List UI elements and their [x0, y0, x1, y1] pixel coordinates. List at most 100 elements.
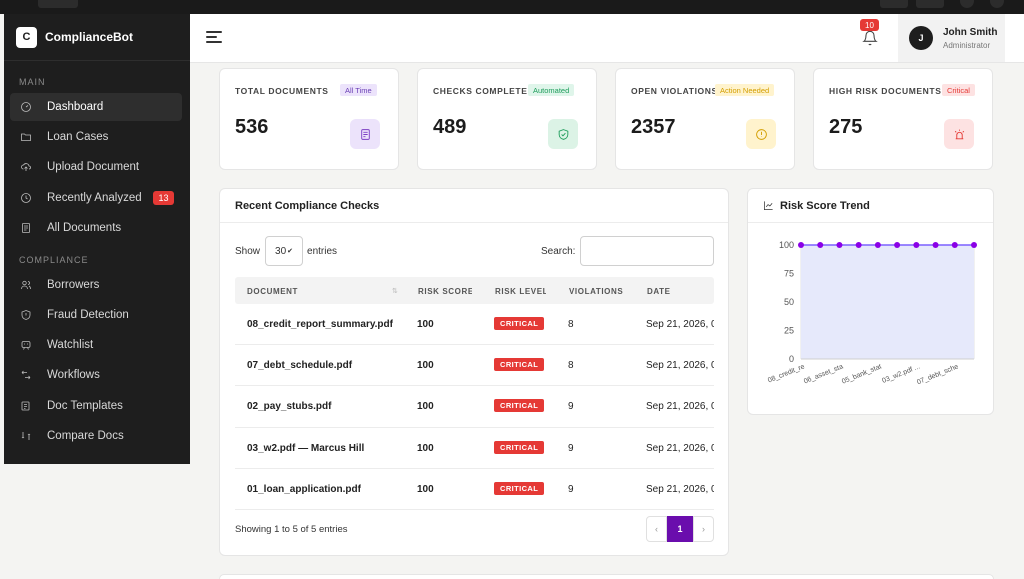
document-cell[interactable]: 08_credit_report_summary.pdf	[247, 319, 393, 330]
documents-icon	[19, 221, 33, 235]
watchlist-icon	[19, 338, 33, 352]
workflow-icon	[19, 368, 33, 382]
risk-level-badge: CRITICAL	[494, 399, 545, 413]
data-point	[951, 242, 958, 248]
stat-card-open-violations: OPEN VIOLATIONS Action Needed 2357	[615, 68, 795, 170]
chart-line-icon	[764, 201, 773, 210]
date-cell: Sep 21, 2026, 0	[646, 319, 714, 330]
sidebar-item-upload-document[interactable]: Upload Document	[10, 153, 182, 181]
page-1-button[interactable]: 1	[667, 516, 693, 542]
shield-check-icon	[548, 119, 578, 149]
sidebar-item-fraud-detection[interactable]: Fraud Detection	[10, 301, 182, 329]
user-name: John Smith	[943, 26, 998, 38]
document-cell[interactable]: 01_loan_application.pdf	[247, 483, 361, 495]
risk-level-badge: CRITICAL	[494, 481, 545, 495]
sidebar-item-label: Doc Templates	[47, 399, 123, 412]
violations-cell: 9	[568, 401, 574, 413]
search-input[interactable]	[580, 236, 715, 266]
os-title-strip	[0, 0, 1024, 14]
entries-per-page-select[interactable]: 30 ✔	[265, 236, 304, 266]
column-risk-level[interactable]: RISK LEVEL	[495, 287, 546, 296]
prev-page-button[interactable]: ‹	[646, 516, 667, 542]
table-row[interactable]: 03_w2.pdf — Marcus Hill 100 CRITICAL 9 Sep 2…	[235, 428, 714, 469]
upload-icon	[19, 160, 33, 174]
count-badge: 13	[153, 190, 174, 205]
sidebar-item-compare-docs[interactable]: Compare Docs	[10, 422, 182, 450]
pagination: ‹ 1 ›	[646, 516, 714, 542]
dashboard-icon	[19, 100, 33, 114]
sidebar-item-label: Workflows	[47, 369, 100, 382]
risk-trend-header: Risk Score Trend	[748, 189, 993, 223]
sidebar-item-workflows[interactable]: Workflows	[10, 361, 182, 389]
x-tick-label: 08_credit_re	[767, 363, 806, 384]
table-row[interactable]: 08_credit_report_summary.pdf 100 CRITICAL 8…	[235, 304, 714, 346]
y-tick-label: 0	[789, 354, 794, 364]
risk-trend-title: Risk Score Trend	[780, 199, 870, 212]
column-risk-score[interactable]: RISK SCORE	[418, 287, 472, 296]
violations-cell: 8	[568, 319, 574, 330]
sidebar-item-borrowers[interactable]: Borrowers	[10, 271, 182, 299]
stat-tag: Critical	[942, 84, 975, 96]
sidebar-item-watchlist[interactable]: Watchlist	[10, 331, 182, 359]
stat-value: 275	[829, 116, 863, 138]
document-cell[interactable]: 03_w2.pdf — Marcus Hill	[247, 442, 365, 454]
risk-level-badge: CRITICAL	[494, 440, 545, 454]
stat-label: HIGH RISK DOCUMENTS	[829, 86, 942, 96]
sidebar-item-label: Compare Docs	[47, 429, 124, 442]
risk-score-cell: 100	[417, 401, 434, 413]
data-point	[874, 242, 881, 248]
stat-tag: Automated	[528, 84, 575, 96]
table-row[interactable]: 02_pay_stubs.pdf 100 CRITICAL 9 Sep 21, 2026…	[235, 386, 714, 428]
data-point	[817, 242, 824, 248]
x-tick-label: 07_debt_sche	[916, 363, 960, 386]
table-row[interactable]: 01_loan_application.pdf 100 CRITICAL 9 Sep 2…	[235, 469, 714, 510]
data-point	[932, 242, 939, 248]
column-date[interactable]: DATE	[647, 287, 671, 296]
bell-icon[interactable]	[862, 30, 878, 48]
date-cell: Sep 21, 2026, 0	[646, 483, 714, 495]
os-tab-block	[38, 0, 78, 8]
risk-level-badge: CRITICAL	[494, 317, 545, 330]
stat-card-checks-completed: CHECKS COMPLETED Automated 489	[417, 68, 597, 170]
column-document[interactable]: DOCUMENT	[247, 287, 299, 296]
risk-score-cell: 100	[417, 319, 434, 330]
stat-label: TOTAL DOCUMENTS	[235, 86, 329, 96]
next-card-edge	[219, 574, 994, 579]
menu-toggle-icon[interactable]	[206, 31, 222, 45]
sidebar-item-dashboard[interactable]: Dashboard	[10, 93, 182, 121]
table-info: Showing 1 to 5 of 5 entries	[235, 524, 348, 535]
recent-checks-title: Recent Compliance Checks	[220, 189, 728, 223]
table-row[interactable]: 07_debt_schedule.pdf 100 CRITICAL 8 Sep 21, …	[235, 345, 714, 387]
y-tick-label: 50	[784, 297, 794, 307]
data-point	[913, 242, 920, 248]
document-cell[interactable]: 02_pay_stubs.pdf	[247, 401, 332, 413]
next-page-button[interactable]: ›	[693, 516, 714, 542]
sort-icon[interactable]: ⇅	[392, 288, 398, 295]
stat-value: 489	[433, 116, 467, 138]
sidebar-item-all-documents[interactable]: All Documents	[10, 214, 182, 242]
sidebar-item-doc-templates[interactable]: Doc Templates	[10, 392, 182, 420]
document-icon	[350, 119, 380, 149]
risk-score-cell: 100	[417, 360, 434, 372]
avatar: J	[909, 26, 933, 50]
stat-label: CHECKS COMPLETED	[433, 86, 535, 96]
user-menu[interactable]: J John Smith Administrator	[898, 14, 1005, 62]
sidebar-item-loan-cases[interactable]: Loan Cases	[10, 123, 182, 151]
brand[interactable]: C ComplianceBot	[4, 14, 190, 61]
risk-level-badge: CRITICAL	[494, 358, 545, 372]
stat-tag: All Time	[340, 84, 377, 96]
sidebar-item-label: All Documents	[47, 221, 122, 234]
stat-value: 2357	[631, 116, 676, 138]
risk-score-cell: 100	[417, 483, 434, 495]
notification-badge: 10	[860, 19, 879, 31]
document-cell[interactable]: 07_debt_schedule.pdf	[247, 360, 353, 372]
os-control-block	[880, 0, 908, 8]
sidebar-item-label: Borrowers	[47, 278, 100, 291]
sidebar-item-recently-analyzed[interactable]: Recently Analyzed 13	[10, 184, 182, 212]
stat-card-high-risk-documents: HIGH RISK DOCUMENTS Critical 275	[813, 68, 993, 170]
violations-cell: 9	[568, 442, 574, 454]
violations-cell: 9	[568, 483, 574, 495]
y-tick-label: 100	[779, 240, 794, 250]
sidebar-item-label: Upload Document	[47, 161, 140, 174]
column-violations[interactable]: VIOLATIONS	[569, 287, 623, 296]
